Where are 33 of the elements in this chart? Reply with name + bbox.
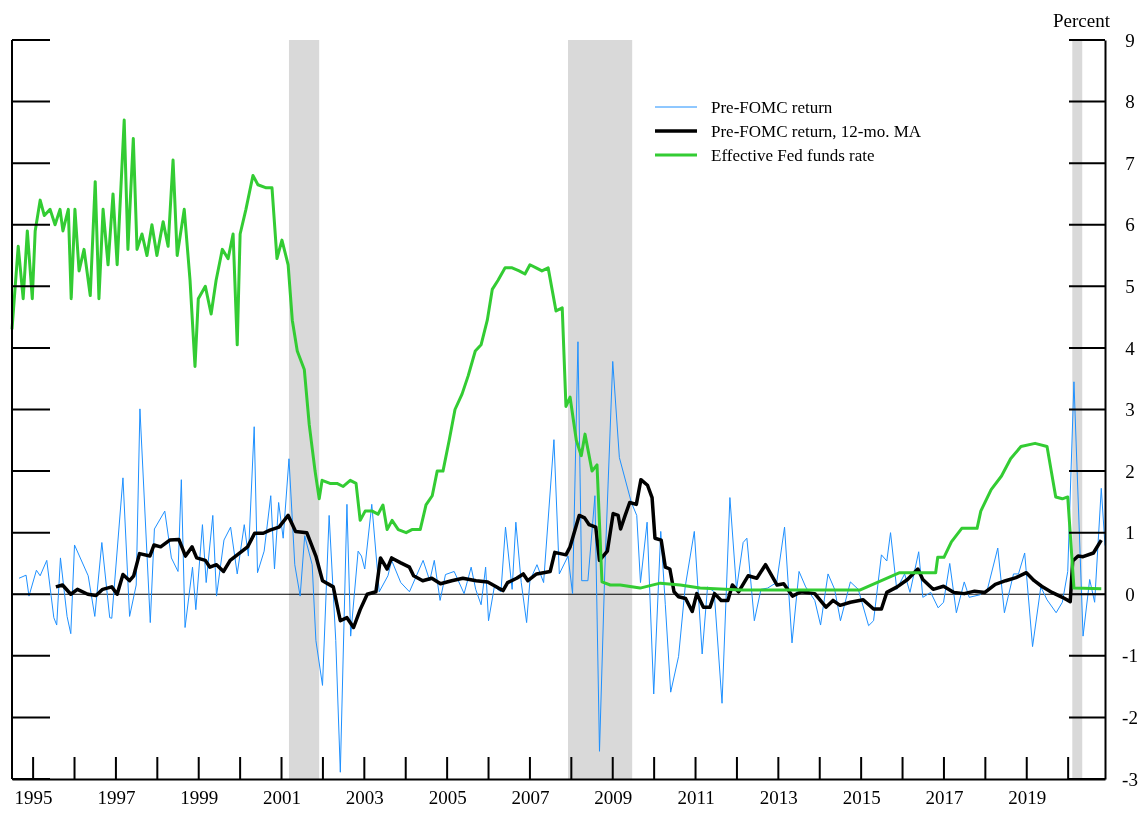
y-tick-label: 9 <box>1125 29 1135 51</box>
y-tick-label: -1 <box>1122 645 1138 667</box>
x-tick-label: 1999 <box>180 787 219 809</box>
y-tick-label: 7 <box>1125 152 1135 174</box>
x-tick-label: 2009 <box>594 787 633 809</box>
x-tick-label: 1995 <box>14 787 53 809</box>
legend-label: Pre-FOMC return <box>711 97 833 117</box>
x-tick-label: 2013 <box>759 787 798 809</box>
y-tick-label: 8 <box>1125 91 1135 113</box>
y-axis-title: Percent <box>1053 10 1111 31</box>
x-tick-label: 2019 <box>1008 787 1047 809</box>
y-tick-label: 4 <box>1125 337 1136 359</box>
y-tick-label: 2 <box>1125 460 1135 482</box>
y-tick-label: 1 <box>1125 522 1135 544</box>
x-tick-label: 2001 <box>263 787 302 809</box>
line-series <box>54 477 1104 630</box>
line-series <box>10 118 1103 592</box>
legend-label: Effective Fed funds rate <box>711 145 875 165</box>
x-tick-label: 2011 <box>677 787 715 809</box>
y-tick-label: -3 <box>1122 768 1138 790</box>
x-tick-label: 2003 <box>345 787 384 809</box>
y-tick-label: 3 <box>1125 399 1135 421</box>
x-tick-label: 1997 <box>97 787 136 809</box>
x-tick-label: 2015 <box>842 787 881 809</box>
x-tick-label: 2017 <box>925 787 964 809</box>
y-tick-label: 5 <box>1125 275 1135 297</box>
legend-label: Pre-FOMC return, 12-mo. MA <box>711 121 922 141</box>
x-tick-label: 2005 <box>428 787 467 809</box>
y-tick-label: -2 <box>1122 707 1138 728</box>
y-tick-label: 6 <box>1125 214 1135 236</box>
y-tick-label: 0 <box>1125 583 1135 605</box>
x-tick-label: 2007 <box>511 787 550 809</box>
line-series <box>18 341 1106 773</box>
